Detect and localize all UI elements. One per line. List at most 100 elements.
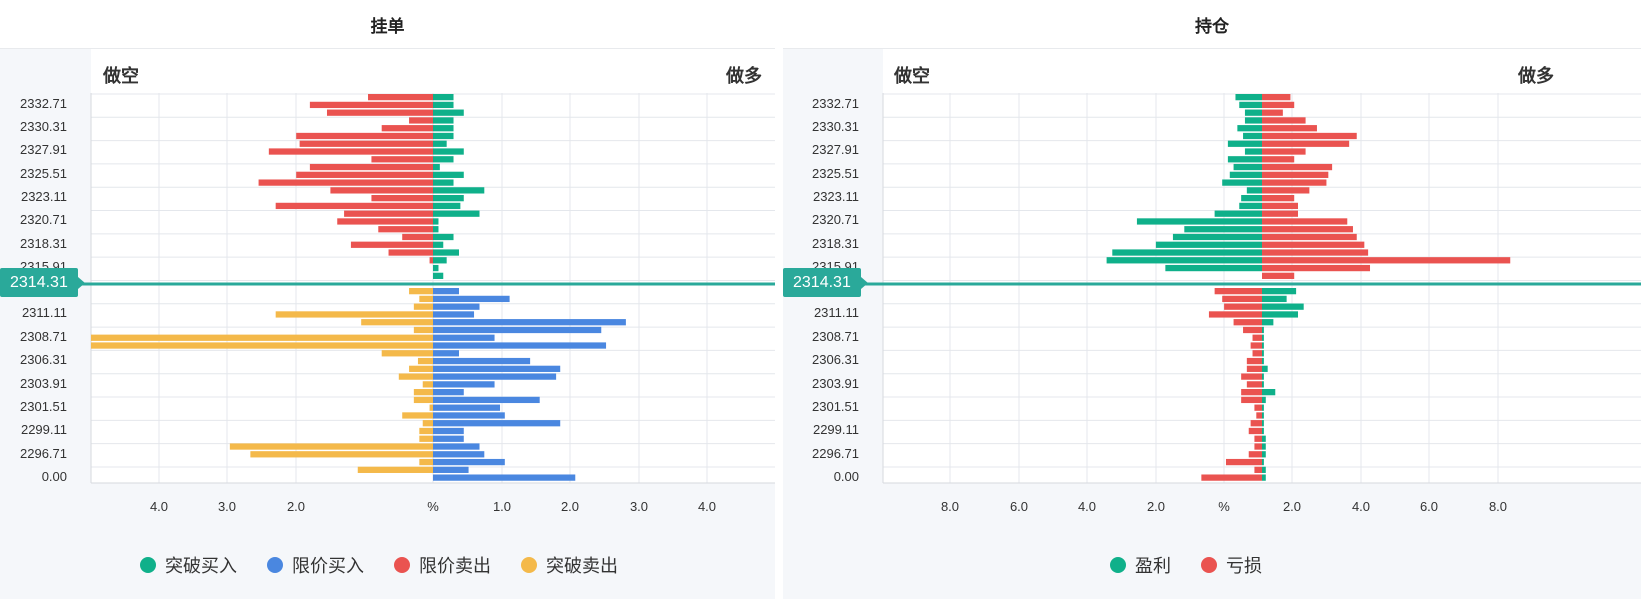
bar <box>433 140 447 147</box>
legend-item-limit-buy[interactable]: 限价买入 <box>267 552 364 578</box>
bar <box>296 171 433 178</box>
bar <box>1244 148 1262 155</box>
bar <box>433 179 454 186</box>
bar <box>357 466 433 473</box>
legend-item-loss[interactable]: 亏损 <box>1201 552 1262 578</box>
bar <box>350 241 433 248</box>
bar <box>1224 303 1262 310</box>
bar <box>433 218 439 225</box>
bar <box>1262 249 1369 256</box>
bar <box>1208 311 1262 318</box>
positions-legend: 盈利 亏损 <box>1110 552 1262 578</box>
x-tick-label: 2.0 <box>287 499 305 514</box>
legend-dot-breakout-buy <box>140 557 156 573</box>
bar <box>1244 109 1262 116</box>
x-tick-label: 2.0 <box>1283 499 1301 514</box>
legend-item-breakout-sell[interactable]: 突破卖出 <box>521 552 618 578</box>
x-tick-label: 4.0 <box>1078 499 1096 514</box>
bar <box>1262 202 1299 210</box>
bar <box>1262 435 1266 442</box>
bar <box>1262 140 1350 147</box>
bar <box>433 295 510 303</box>
orderbook-current-price-tag: 2314.31 <box>0 268 85 297</box>
orderbook-panel: 挂单 做空 做多 4.0 3.0 2.0% 1.0 2.0 3.0 4.0 2332.71 23… <box>0 0 775 599</box>
bar <box>433 226 439 233</box>
bar <box>433 109 464 116</box>
bar <box>1262 210 1299 217</box>
bar <box>433 396 540 404</box>
bar <box>1243 326 1262 334</box>
y-tick-label: 2303.91 <box>20 376 67 391</box>
bar <box>1235 94 1262 101</box>
bar <box>409 288 433 295</box>
bar <box>309 163 433 171</box>
y-tick-label: 2323.11 <box>21 189 67 204</box>
bar <box>417 357 433 365</box>
legend-item-breakout-buy[interactable]: 突破买入 <box>140 552 237 578</box>
y-tick-label: 2325.51 <box>20 166 67 181</box>
y-tick-label: 2332.71 <box>20 96 67 111</box>
legend-dot-limit-sell <box>394 557 410 573</box>
bar <box>409 365 433 372</box>
bar <box>1239 101 1262 109</box>
bar <box>381 125 433 132</box>
bar <box>1262 195 1295 202</box>
bar <box>433 94 454 101</box>
bar <box>433 249 459 256</box>
bar <box>433 365 561 372</box>
y-tick-label: 2327.91 <box>20 142 67 157</box>
bar <box>433 404 501 411</box>
legend-dot-profit <box>1110 557 1126 573</box>
bar <box>1184 226 1262 233</box>
y-tick-label: 2301.51 <box>812 399 859 414</box>
bar <box>1246 357 1262 365</box>
bar <box>433 420 561 427</box>
bar <box>1243 132 1262 140</box>
legend-dot-loss <box>1201 557 1217 573</box>
bar <box>1239 202 1262 210</box>
legend-item-profit[interactable]: 盈利 <box>1110 552 1171 578</box>
bar <box>419 435 433 442</box>
legend-label-profit: 盈利 <box>1135 556 1171 576</box>
bar <box>1262 257 1511 264</box>
bar <box>429 257 433 264</box>
bar <box>299 140 433 147</box>
bar <box>368 94 433 101</box>
bar <box>1256 412 1262 419</box>
y-tick-label: 2318.31 <box>20 236 67 251</box>
bar <box>433 156 454 163</box>
legend-item-limit-sell[interactable]: 限价卖出 <box>394 552 491 578</box>
bar <box>1262 148 1306 155</box>
bar <box>433 451 485 458</box>
bar <box>1262 319 1274 326</box>
x-tick-label: 4.0 <box>698 499 716 514</box>
y-tick-label: 2296.71 <box>20 446 67 461</box>
bar <box>1222 295 1262 303</box>
bar <box>433 350 459 357</box>
bar <box>1222 179 1262 186</box>
bar <box>1262 171 1329 178</box>
bar <box>1225 458 1262 466</box>
positions-chart: 8.0 6.0 4.0 2.0% 2.0 4.0 6.0 8.0 2332.71 2330.31 2… <box>783 93 1641 514</box>
bar <box>413 303 433 310</box>
legend-label-breakout-sell: 突破卖出 <box>546 556 618 576</box>
bar <box>296 132 433 140</box>
orderbook-chart: 4.0 3.0 2.0% 1.0 2.0 3.0 4.0 2332.71 2330.31 2327… <box>0 93 775 514</box>
x-tick-label: 1.0 <box>493 499 511 514</box>
legend-label-limit-buy: 限价买入 <box>292 556 364 576</box>
y-tick-label: 2327.91 <box>812 142 859 157</box>
bar <box>1262 311 1299 318</box>
bar <box>433 202 461 210</box>
bar <box>433 288 459 295</box>
bar <box>1262 117 1306 124</box>
bar <box>433 319 626 326</box>
bar <box>1262 101 1295 109</box>
y-tick-label: 2320.71 <box>812 212 859 227</box>
bar <box>1241 195 1262 202</box>
bar <box>371 195 433 202</box>
bar <box>330 187 433 194</box>
bar <box>371 156 433 163</box>
orderbook-long-label: 做多 <box>726 66 762 86</box>
legend-label-loss: 亏损 <box>1226 556 1262 576</box>
bar <box>433 474 576 481</box>
